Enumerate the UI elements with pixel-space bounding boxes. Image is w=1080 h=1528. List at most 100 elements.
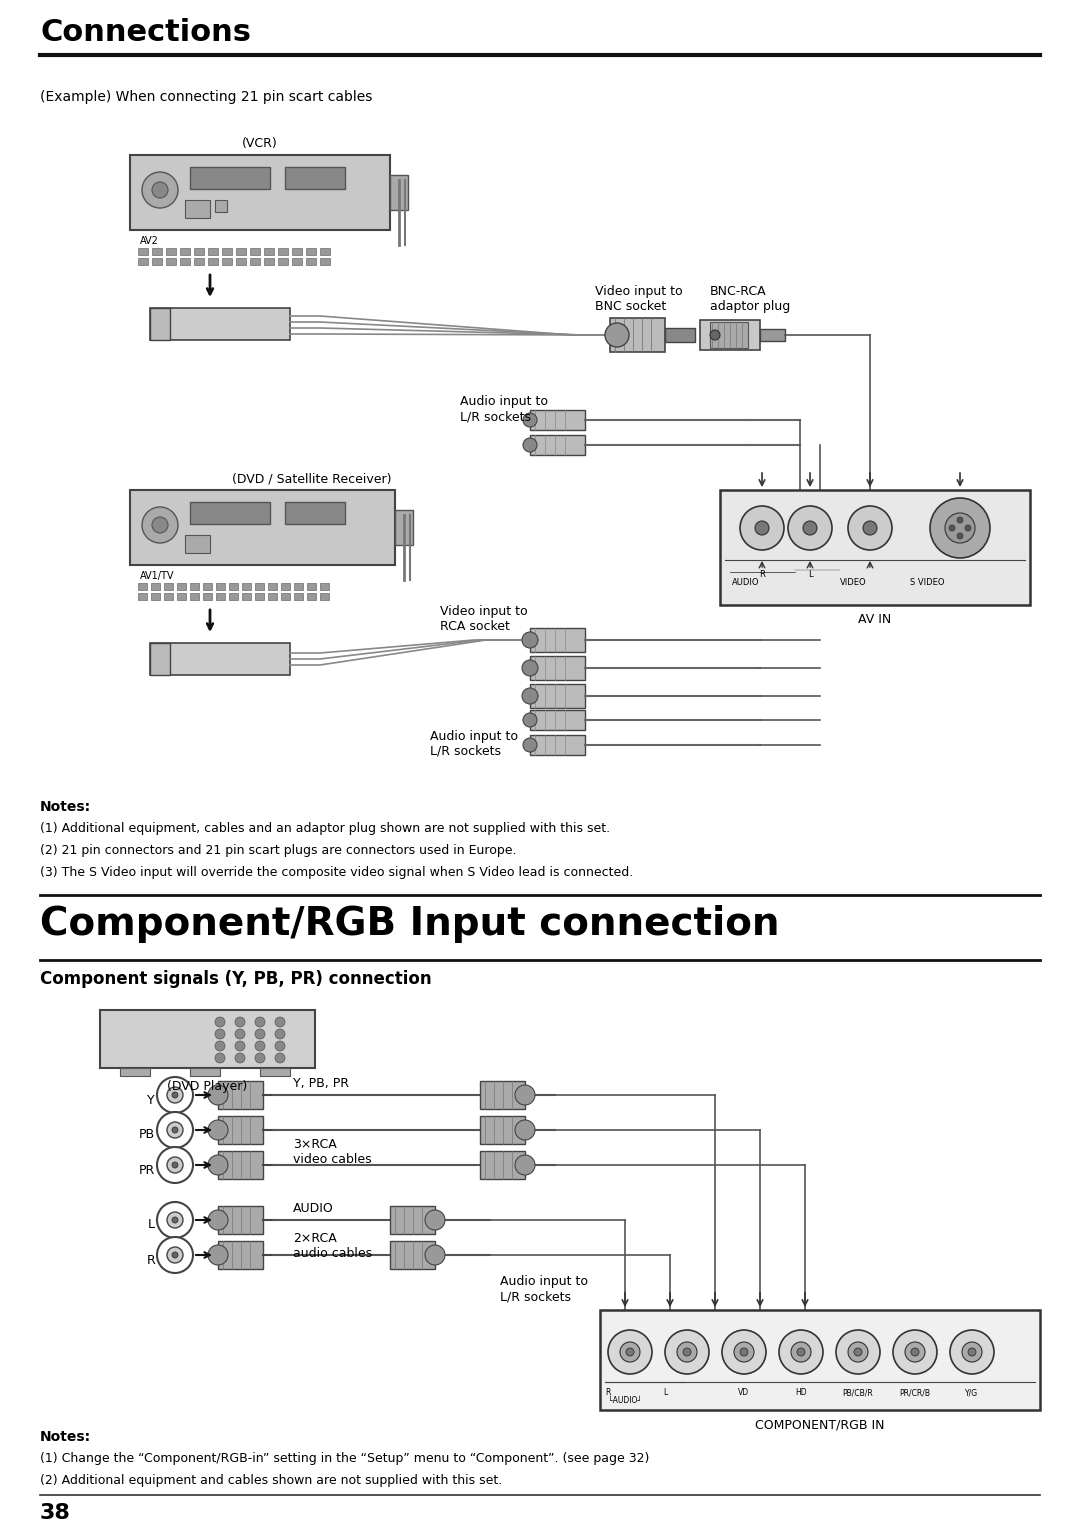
Bar xyxy=(222,248,232,255)
Circle shape xyxy=(791,1342,811,1361)
Circle shape xyxy=(167,1212,183,1229)
Circle shape xyxy=(426,1210,445,1230)
Bar xyxy=(242,593,251,601)
Bar xyxy=(278,258,288,264)
Bar xyxy=(320,248,330,255)
Bar xyxy=(480,1115,525,1144)
Bar xyxy=(177,593,186,601)
Bar xyxy=(216,584,225,590)
Circle shape xyxy=(215,1041,225,1051)
Bar xyxy=(190,584,199,590)
Bar xyxy=(610,318,665,351)
Circle shape xyxy=(157,1148,193,1183)
Text: R: R xyxy=(759,570,765,579)
Bar xyxy=(150,643,291,675)
Bar xyxy=(150,309,291,341)
Circle shape xyxy=(208,1210,228,1230)
Bar xyxy=(152,258,162,264)
Bar xyxy=(700,319,760,350)
Text: PR: PR xyxy=(138,1163,156,1177)
Circle shape xyxy=(968,1348,976,1355)
Circle shape xyxy=(515,1085,535,1105)
Bar xyxy=(190,503,270,524)
Circle shape xyxy=(235,1018,245,1027)
Bar xyxy=(138,248,148,255)
Text: Connections: Connections xyxy=(40,18,251,47)
Text: L: L xyxy=(808,570,812,579)
Circle shape xyxy=(157,1112,193,1148)
Circle shape xyxy=(523,738,537,752)
Text: COMPONENT/RGB IN: COMPONENT/RGB IN xyxy=(755,1418,885,1432)
Bar xyxy=(166,248,176,255)
Bar xyxy=(530,685,585,707)
Bar xyxy=(130,154,390,231)
Bar xyxy=(260,1068,291,1076)
Circle shape xyxy=(966,526,971,532)
Bar xyxy=(710,322,748,348)
Circle shape xyxy=(255,1053,265,1063)
Circle shape xyxy=(157,1203,193,1238)
Bar xyxy=(760,329,785,341)
Bar xyxy=(292,248,302,255)
Circle shape xyxy=(275,1018,285,1027)
Text: Audio input to
L/R sockets: Audio input to L/R sockets xyxy=(460,396,548,423)
Circle shape xyxy=(523,439,537,452)
Text: Video input to
BNC socket: Video input to BNC socket xyxy=(595,286,683,313)
Bar xyxy=(294,584,303,590)
Circle shape xyxy=(172,1093,178,1099)
Circle shape xyxy=(167,1247,183,1264)
Circle shape xyxy=(950,1329,994,1374)
Text: (2) Additional equipment and cables shown are not supplied with this set.: (2) Additional equipment and cables show… xyxy=(40,1475,502,1487)
Circle shape xyxy=(957,516,963,523)
Bar xyxy=(281,593,291,601)
Bar xyxy=(255,593,264,601)
Bar xyxy=(665,329,696,342)
Circle shape xyxy=(854,1348,862,1355)
Circle shape xyxy=(235,1053,245,1063)
Circle shape xyxy=(275,1041,285,1051)
Bar xyxy=(194,248,204,255)
Text: Y/G: Y/G xyxy=(966,1387,978,1397)
Text: PB: PB xyxy=(139,1129,156,1141)
Circle shape xyxy=(710,330,720,341)
Circle shape xyxy=(255,1018,265,1027)
Circle shape xyxy=(157,1077,193,1112)
Text: AV1/TV: AV1/TV xyxy=(140,571,175,581)
Text: Y, PB, PR: Y, PB, PR xyxy=(293,1077,349,1089)
Bar xyxy=(208,248,218,255)
Bar xyxy=(208,258,218,264)
Bar xyxy=(218,1206,264,1235)
Text: R: R xyxy=(605,1387,610,1397)
Circle shape xyxy=(950,518,970,538)
Circle shape xyxy=(167,1122,183,1138)
Circle shape xyxy=(172,1216,178,1222)
Circle shape xyxy=(836,1329,880,1374)
Text: (Example) When connecting 21 pin scart cables: (Example) When connecting 21 pin scart c… xyxy=(40,90,373,104)
Bar xyxy=(152,248,162,255)
Text: (2) 21 pin connectors and 21 pin scart plugs are connectors used in Europe.: (2) 21 pin connectors and 21 pin scart p… xyxy=(40,843,516,857)
Bar xyxy=(281,584,291,590)
Text: (VCR): (VCR) xyxy=(242,138,278,150)
Circle shape xyxy=(949,526,955,532)
Circle shape xyxy=(522,633,538,648)
Bar xyxy=(530,410,585,429)
Bar xyxy=(164,584,173,590)
Bar xyxy=(194,258,204,264)
Circle shape xyxy=(255,1041,265,1051)
Circle shape xyxy=(208,1085,228,1105)
Circle shape xyxy=(804,521,816,535)
Circle shape xyxy=(235,1028,245,1039)
Bar xyxy=(237,248,246,255)
Text: Y: Y xyxy=(147,1094,156,1106)
Circle shape xyxy=(848,1342,868,1361)
Circle shape xyxy=(157,1238,193,1273)
Text: └AUDIO┘: └AUDIO┘ xyxy=(608,1397,642,1406)
Bar xyxy=(150,643,170,675)
Bar xyxy=(216,593,225,601)
Bar xyxy=(390,176,408,209)
Text: Component signals (Y, PB, PR) connection: Component signals (Y, PB, PR) connection xyxy=(40,970,432,989)
Circle shape xyxy=(172,1251,178,1258)
Circle shape xyxy=(208,1245,228,1265)
Circle shape xyxy=(905,1342,924,1361)
Bar xyxy=(215,200,227,212)
